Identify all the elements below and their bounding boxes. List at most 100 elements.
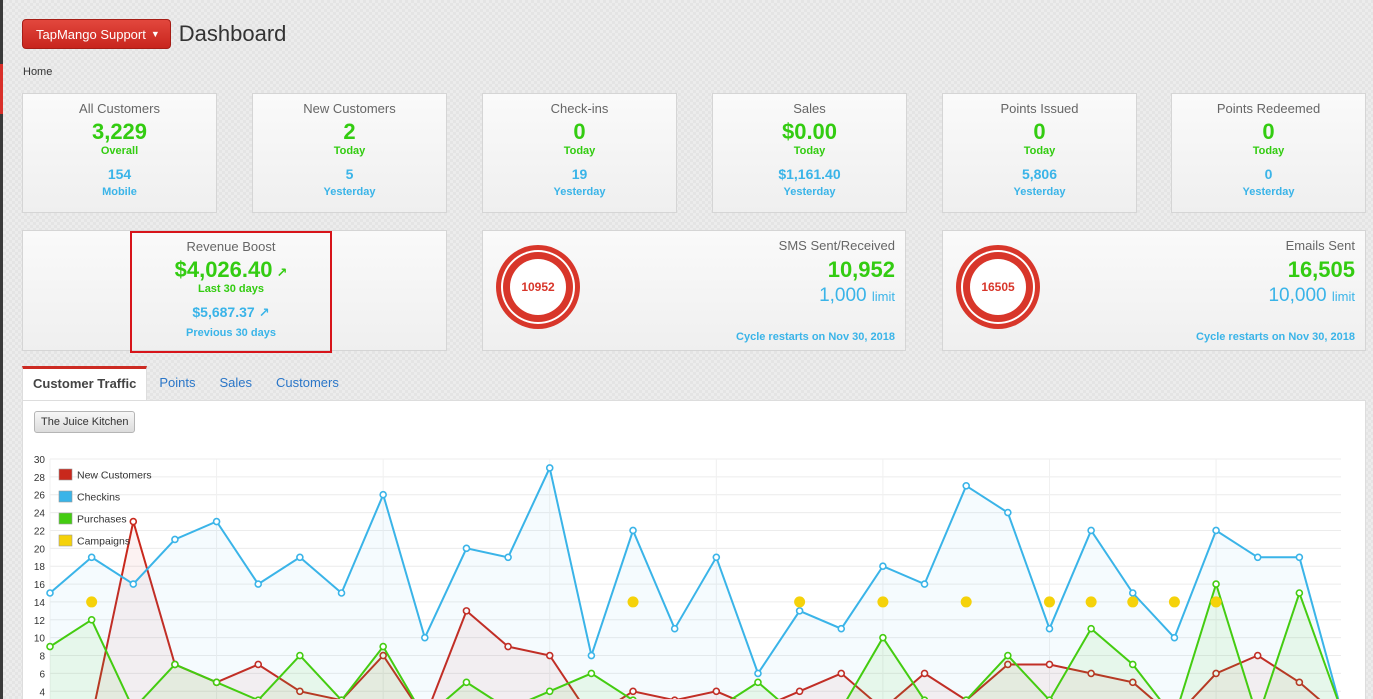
stat-card-new-customers: New Customers 2 Today 5 Yesterday <box>252 93 447 213</box>
legend-label: Checkins <box>77 492 120 504</box>
series-point <box>296 553 304 562</box>
series-point <box>879 562 887 570</box>
tab-sales[interactable]: Sales <box>219 375 252 390</box>
tab-customer-traffic[interactable]: Customer Traffic <box>22 366 148 400</box>
revenue-previous-link[interactable]: $5,687.37 ↗ <box>132 304 330 321</box>
stat-value: 2 <box>343 119 356 144</box>
header: TapMango Support ▼ Dashboard <box>22 19 286 49</box>
revenue-value-link[interactable]: $4,026.40 ↗ <box>132 257 330 283</box>
stat-secondary-caption: Yesterday <box>323 186 376 198</box>
stat-card-points-redeemed: Points Redeemed 0 Today 0 Yesterday <box>1171 93 1366 213</box>
series-point <box>254 580 263 588</box>
series-point <box>1004 508 1012 517</box>
series-point <box>504 553 512 562</box>
legend-label: New Customers <box>77 470 152 482</box>
series-point <box>545 651 554 660</box>
stat-value-caption: Overall <box>100 145 139 157</box>
revenue-boost-highlight: Revenue Boost $4,026.40 ↗ Last 30 days $5… <box>130 231 332 353</box>
emails-value: 16,505 <box>1287 257 1355 282</box>
series-point <box>379 642 387 651</box>
series-point <box>254 660 263 669</box>
stat-value: 3,229 <box>91 119 148 144</box>
sms-value: 10,952 <box>827 257 895 282</box>
stat-card-check-ins: Check-ins 0 Today 19 Yesterday <box>482 93 677 213</box>
campaign-point <box>1210 596 1222 608</box>
series-point <box>712 553 721 562</box>
series-point <box>754 678 762 687</box>
revenue-previous-caption: Previous 30 days <box>186 327 276 339</box>
y-tick-label: 18 <box>34 562 46 573</box>
legend-swatch <box>58 490 73 503</box>
series-point <box>754 669 762 678</box>
account-dropdown-button[interactable]: TapMango Support ▼ <box>22 19 171 49</box>
series-point <box>837 624 846 633</box>
stat-secondary: $1,161.40 <box>778 166 841 182</box>
stat-value-caption: Today <box>1023 145 1056 157</box>
stat-secondary: 5,806 <box>1021 166 1058 182</box>
series-point <box>1128 660 1137 669</box>
page-title: Dashboard <box>178 21 287 46</box>
series-point <box>1045 624 1054 633</box>
campaign-point <box>86 596 98 608</box>
sidebar-accent <box>0 64 3 114</box>
series-point <box>837 669 846 678</box>
series-point <box>87 616 96 624</box>
external-link-icon[interactable]: ↗ <box>258 305 270 320</box>
series-point <box>1087 526 1095 535</box>
breadcrumb-home[interactable]: Home <box>23 66 53 78</box>
revenue-previous: $5,687.37 <box>192 304 255 320</box>
stat-secondary-caption: Mobile <box>102 186 137 198</box>
y-tick-label: 20 <box>34 544 46 555</box>
series-point <box>379 490 387 499</box>
series-point <box>1128 589 1137 597</box>
series-point <box>212 517 221 526</box>
stat-secondary-caption: Yesterday <box>783 186 836 198</box>
series-point <box>587 651 596 660</box>
series-point <box>587 669 596 678</box>
y-tick-label: 26 <box>34 491 46 502</box>
sms-limit-word: limit <box>871 289 895 304</box>
stat-value-caption: Today <box>793 145 826 157</box>
series-point <box>379 651 387 660</box>
stat-title: All Customers <box>79 101 160 116</box>
sms-card: 10952 SMS Sent/Received 10,952 1,000 lim… <box>482 230 906 351</box>
emails-title: Emails Sent <box>1285 238 1355 253</box>
stat-value: 0 <box>573 119 586 144</box>
series-point <box>1295 553 1304 562</box>
series-point <box>462 544 471 553</box>
series-point <box>920 580 929 588</box>
stat-title: Check-ins <box>550 101 609 116</box>
series-point <box>462 678 471 687</box>
series-point <box>1212 580 1220 588</box>
series-point <box>795 687 804 696</box>
revenue-caption: Last 30 days <box>197 283 265 295</box>
tab-customers[interactable]: Customers <box>275 375 339 390</box>
campaign-point <box>877 596 889 608</box>
tab-points[interactable]: Points <box>159 375 196 390</box>
series-point <box>1253 651 1262 660</box>
y-tick-label: 14 <box>34 598 46 609</box>
series-point <box>629 687 637 696</box>
stat-value: 0 <box>1033 119 1046 144</box>
stat-value-caption: Today <box>1252 145 1285 157</box>
y-tick-label: 4 <box>39 687 45 698</box>
stat-value-caption: Today <box>333 145 366 157</box>
series-point <box>545 687 554 696</box>
series-area <box>50 467 1339 699</box>
y-tick-label: 16 <box>34 580 46 591</box>
revenue-value: $4,026.40 <box>174 257 273 282</box>
campaign-point <box>1127 596 1139 608</box>
sms-limit: 1,000 limit <box>779 285 895 307</box>
sms-limit-value: 1,000 <box>819 285 867 306</box>
external-link-icon[interactable]: ↗ <box>276 265 288 280</box>
series-line <box>94 521 1321 699</box>
series-point <box>87 553 96 562</box>
legend-label: Purchases <box>77 514 127 526</box>
series-point <box>212 678 221 687</box>
y-tick-label: 28 <box>34 473 46 484</box>
emails-card: 16505 Emails Sent 16,505 10,000 limit Cy… <box>942 230 1366 351</box>
series-point <box>1170 633 1179 642</box>
store-filter-button[interactable]: The Juice Kitchen <box>34 411 136 433</box>
series-point <box>879 633 887 642</box>
y-tick-label: 8 <box>39 652 45 663</box>
